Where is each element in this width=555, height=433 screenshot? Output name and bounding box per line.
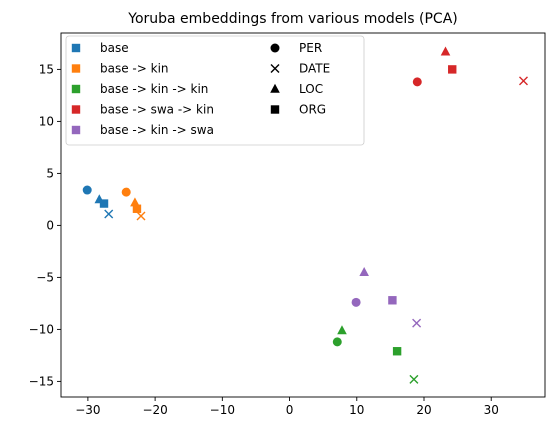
y-tick-label: 0: [46, 218, 54, 232]
y-tick-label: 10: [39, 114, 54, 128]
axes-frame: [60, 32, 546, 398]
data-point: [359, 267, 369, 276]
legend-marker: [71, 43, 81, 53]
data-point: [332, 337, 342, 347]
legend-label: PER: [299, 41, 322, 55]
plot-area: [60, 32, 546, 398]
data-point: [99, 199, 109, 208]
data-point: [82, 185, 92, 195]
x-axis: −30 −20 −10 0 10 20 30: [75, 397, 499, 417]
x-tick-label: −20: [142, 403, 167, 417]
legend-marker: [71, 105, 81, 114]
data-point: [130, 197, 140, 207]
data-point: [388, 296, 397, 305]
y-tick-label: −5: [36, 270, 54, 284]
data-point: [136, 211, 146, 221]
legend-label: base: [100, 41, 129, 55]
x-tick-label: −10: [210, 403, 235, 417]
legend-label: base -> kin -> kin: [100, 82, 208, 96]
legend-label: ORG: [299, 103, 326, 117]
data-point: [409, 374, 419, 384]
data-point: [448, 65, 457, 74]
legend-marker: [270, 64, 280, 73]
legend-marker: [71, 64, 81, 73]
legend-label: base -> swa -> kin: [100, 103, 214, 117]
legend-label: base -> kin: [100, 62, 169, 76]
y-tick-label: 15: [39, 62, 54, 76]
data-point: [412, 77, 422, 87]
x-tick-label: −30: [75, 403, 100, 417]
legend-marker: [270, 43, 280, 53]
x-tick-label: 10: [349, 403, 364, 417]
legend-marker: [270, 105, 280, 114]
legend-label: LOC: [299, 82, 323, 96]
legend-marker: [71, 125, 81, 135]
data-point: [337, 325, 347, 335]
data-point: [104, 209, 114, 219]
data-point: [121, 187, 131, 197]
data-point: [412, 318, 422, 328]
data-point: [518, 76, 528, 86]
y-tick-label: −10: [29, 322, 54, 336]
data-point: [132, 204, 142, 213]
legend: base base -> kin base -> kin -> kin base ->…: [65, 35, 365, 146]
data-point: [351, 297, 361, 307]
legend-marker: [270, 83, 280, 93]
y-tick-label: −15: [29, 374, 54, 388]
data-point: [392, 347, 402, 356]
legend-label: base -> kin -> swa: [100, 123, 214, 137]
x-tick-label: 20: [416, 403, 431, 417]
x-tick-label: 30: [484, 403, 499, 417]
y-tick-label: 5: [46, 166, 54, 180]
y-axis: −15 −10 −5 0 5 10 15: [29, 62, 61, 388]
data-points: [82, 46, 528, 384]
x-tick-label: 0: [286, 403, 294, 417]
legend-label: DATE: [299, 62, 330, 76]
legend-marker: [71, 84, 81, 94]
data-point: [440, 46, 451, 56]
chart-title: Yoruba embeddings from various models (P…: [127, 11, 458, 27]
legend-box: [65, 35, 365, 146]
